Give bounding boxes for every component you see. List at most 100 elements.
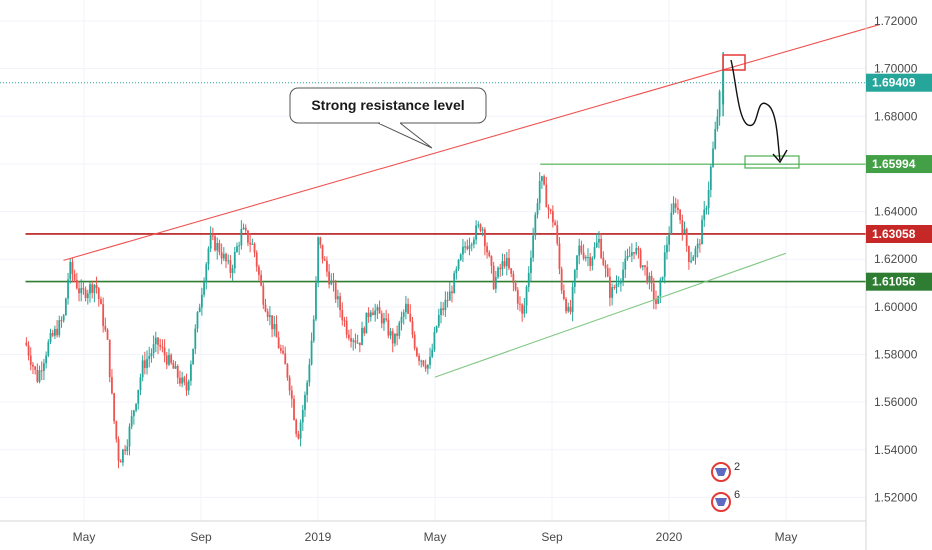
price-tag-label: 1.69409 [872, 76, 916, 90]
candle-body [279, 348, 282, 351]
event-badge-1[interactable]: 2 [711, 461, 740, 482]
candle-body [394, 333, 396, 344]
candle-body [523, 305, 526, 314]
candle-body [216, 243, 219, 251]
candle-body [200, 294, 203, 308]
candle-body [703, 209, 706, 220]
peak-marker-box [722, 54, 746, 71]
candle-body [67, 279, 69, 299]
candle-body [146, 359, 148, 369]
candle-body [214, 236, 216, 251]
candle-body [132, 410, 135, 417]
candle-body [62, 315, 65, 321]
candle-body [36, 369, 39, 382]
candle-body [238, 245, 241, 247]
candle-body [192, 348, 195, 365]
price-tag-bg [866, 155, 932, 174]
price-tag-label: 1.61056 [872, 275, 916, 289]
candle-body [488, 252, 491, 257]
candle-body [714, 129, 717, 149]
candle-body [295, 419, 298, 435]
candle-body [404, 303, 407, 313]
x-tick-label: May [424, 530, 447, 544]
candle-body [587, 256, 589, 258]
candle-body [29, 355, 32, 365]
candle-body [352, 340, 355, 342]
event-badge-count: 6 [734, 489, 740, 501]
candle-body [301, 409, 304, 423]
candle-body [516, 289, 519, 304]
candle-body [641, 265, 644, 268]
candle-body [249, 242, 252, 245]
candle-body [475, 225, 477, 240]
candle-body [619, 280, 622, 284]
candle-body [698, 243, 701, 245]
candle-body [86, 293, 89, 299]
candle-body [113, 393, 116, 422]
candle-body [222, 253, 225, 259]
candle-body [716, 116, 719, 130]
candle-body [290, 390, 293, 399]
candle-body [383, 318, 385, 324]
candle-body [361, 327, 363, 346]
candle-body [672, 203, 675, 213]
price-tag-label: 1.65994 [872, 157, 916, 171]
x-tick-label: Sep [541, 530, 563, 544]
candle-body [712, 148, 714, 167]
candle-body [93, 284, 96, 293]
candle-body [437, 315, 440, 327]
candle-body [429, 356, 431, 365]
candle-body [668, 234, 671, 245]
candle-body [345, 320, 348, 335]
candle-body [685, 229, 688, 247]
candle-body [282, 350, 284, 354]
resistance-trendline [63, 24, 880, 261]
candle-body [128, 426, 131, 447]
candle-body [501, 261, 504, 270]
candle-body [207, 248, 210, 265]
candle-body [514, 283, 517, 290]
candle-body [321, 244, 324, 260]
candle-body [220, 252, 223, 259]
candle-body [306, 382, 309, 395]
candle-body [47, 341, 50, 356]
event-badge-2[interactable]: 6 [711, 489, 740, 512]
candle-body [606, 268, 609, 277]
price-axis: 1.720001.700001.680001.660001.640001.620… [874, 14, 918, 504]
candle-body [253, 243, 256, 253]
candle-body [135, 403, 137, 411]
candle-body [251, 243, 254, 245]
candle-body [115, 421, 118, 440]
candle-body [334, 282, 337, 300]
candle-body [126, 446, 129, 451]
candle-body [32, 364, 34, 367]
candle-body [690, 260, 692, 262]
candle-body [122, 449, 124, 463]
candle-body [512, 273, 515, 284]
candle-body [339, 296, 341, 311]
candle-body [433, 331, 436, 350]
candle-body [448, 291, 451, 301]
candle-body [547, 207, 550, 210]
candle-body [284, 353, 287, 365]
candle-body [549, 209, 552, 212]
candle-body [494, 277, 497, 289]
candle-body [288, 377, 291, 391]
candle-body [657, 295, 660, 304]
candle-body [185, 382, 188, 391]
candle-body [80, 288, 83, 294]
candle-body [600, 238, 603, 258]
candle-body [551, 211, 554, 223]
candle-body [38, 370, 41, 382]
candle-body [181, 377, 184, 384]
candle-body [330, 280, 333, 285]
candle-body [102, 304, 105, 326]
candle-body [323, 259, 326, 261]
candle-body [466, 246, 469, 249]
price-tag: 1.61056 [866, 272, 932, 291]
candle-body [558, 243, 561, 269]
candle-body [530, 257, 532, 273]
candle-body [225, 253, 227, 262]
candle-body [508, 257, 510, 269]
